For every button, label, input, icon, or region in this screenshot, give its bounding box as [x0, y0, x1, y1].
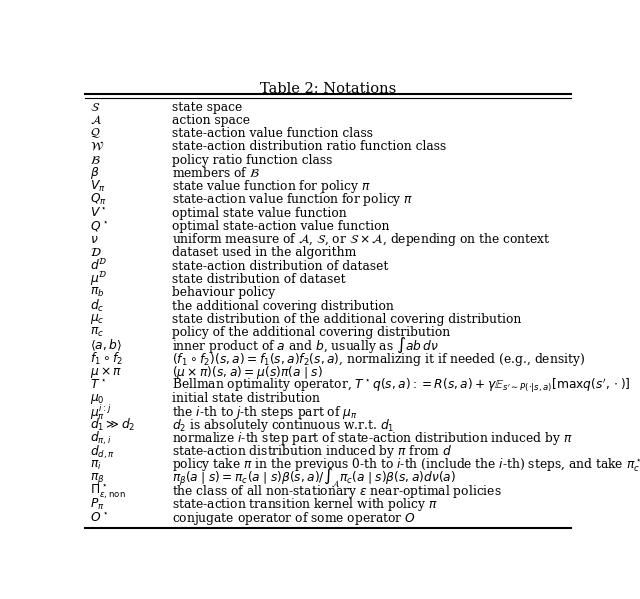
Text: $\mu_0$: $\mu_0$ — [90, 392, 104, 406]
Text: $\beta$: $\beta$ — [90, 165, 99, 181]
Text: $V^\star$: $V^\star$ — [90, 206, 107, 220]
Text: $(\mu \times \pi)(s, a) = \mu(s)\pi(a \mid s)$: $(\mu \times \pi)(s, a) = \mu(s)\pi(a \m… — [172, 364, 323, 381]
Text: $d_2$ is absolutely continuous w.r.t. $d_1$: $d_2$ is absolutely continuous w.r.t. $d… — [172, 417, 394, 434]
Text: normalize $i$-th step part of state-action distribution induced by $\pi$: normalize $i$-th step part of state-acti… — [172, 430, 572, 447]
Text: $\mathcal{Q}$: $\mathcal{Q}$ — [90, 127, 100, 140]
Text: $\mathcal{D}$: $\mathcal{D}$ — [90, 246, 102, 259]
Text: members of $\mathcal{B}$: members of $\mathcal{B}$ — [172, 167, 260, 180]
Text: $\nu$: $\nu$ — [90, 233, 99, 246]
Text: $\mathcal{S}$: $\mathcal{S}$ — [90, 101, 100, 114]
Text: behaviour policy: behaviour policy — [172, 286, 275, 300]
Text: optimal state-action value function: optimal state-action value function — [172, 220, 389, 233]
Text: dataset used in the algorithm: dataset used in the algorithm — [172, 246, 356, 259]
Text: optimal state value function: optimal state value function — [172, 207, 346, 220]
Text: policy ratio function class: policy ratio function class — [172, 154, 332, 167]
Text: policy take $\pi$ in the previous 0-th to $i$-th (include the $i$-th) steps, and: policy take $\pi$ in the previous 0-th t… — [172, 456, 640, 474]
Text: $d_1 \gg d_2$: $d_1 \gg d_2$ — [90, 418, 135, 434]
Text: $\pi_i$: $\pi_i$ — [90, 459, 102, 471]
Text: the class of all non-stationary $\varepsilon$ near-optimal policies: the class of all non-stationary $\vareps… — [172, 483, 501, 500]
Text: state distribution of dataset: state distribution of dataset — [172, 273, 346, 286]
Text: $\mathcal{B}$: $\mathcal{B}$ — [90, 154, 100, 167]
Text: policy of the additional covering distribution: policy of the additional covering distri… — [172, 326, 450, 339]
Text: $f_1 \circ f_2$: $f_1 \circ f_2$ — [90, 351, 124, 367]
Text: initial state distribution: initial state distribution — [172, 392, 320, 406]
Text: Bellman optimality operator, $T^\star q(s, a) := R(s, a) + \gamma\mathbb{E}_{s^\: Bellman optimality operator, $T^\star q(… — [172, 376, 630, 395]
Text: $d_c$: $d_c$ — [90, 298, 104, 314]
Text: conjugate operator of some operator $O$: conjugate operator of some operator $O$ — [172, 510, 415, 527]
Text: $Q^\star$: $Q^\star$ — [90, 219, 108, 234]
Text: $(f_1 \circ f_2)(s, a) = f_1(s, a) f_2(s, a)$, normalizing it if needed (e.g., d: $(f_1 \circ f_2)(s, a) = f_1(s, a) f_2(s… — [172, 350, 585, 368]
Text: action space: action space — [172, 114, 250, 127]
Text: $d_{d,\pi}$: $d_{d,\pi}$ — [90, 443, 115, 461]
Text: state-action value function class: state-action value function class — [172, 127, 372, 140]
Text: $O^\star$: $O^\star$ — [90, 512, 108, 525]
Text: the $i$-th to $j$-th steps part of $\mu_\pi$: the $i$-th to $j$-th steps part of $\mu_… — [172, 404, 358, 420]
Text: the additional covering distribution: the additional covering distribution — [172, 300, 394, 313]
Text: state distribution of the additional covering distribution: state distribution of the additional cov… — [172, 313, 521, 326]
Text: $\mu^{\mathcal{D}}$: $\mu^{\mathcal{D}}$ — [90, 270, 107, 289]
Text: $Q_\pi$: $Q_\pi$ — [90, 192, 107, 207]
Text: $\langle a, b \rangle$: $\langle a, b \rangle$ — [90, 338, 122, 353]
Text: state-action distribution of dataset: state-action distribution of dataset — [172, 260, 388, 273]
Text: $d^{\mathcal{D}}$: $d^{\mathcal{D}}$ — [90, 259, 108, 274]
Text: $\pi_\beta(a \mid s) = \pi_c(a \mid s)\beta(s, a) / \int_{\mathcal{A}} \pi_c(a \: $\pi_\beta(a \mid s) = \pi_c(a \mid s)\b… — [172, 467, 456, 490]
Text: $\pi_\beta$: $\pi_\beta$ — [90, 471, 104, 486]
Text: state-action value function for policy $\pi$: state-action value function for policy $… — [172, 192, 413, 208]
Text: state space: state space — [172, 101, 242, 114]
Text: $\mu_c$: $\mu_c$ — [90, 312, 104, 326]
Text: $\pi_b$: $\pi_b$ — [90, 286, 104, 300]
Text: inner product of $a$ and $b$, usually as $\int ab\, d\nu$: inner product of $a$ and $b$, usually as… — [172, 336, 439, 355]
Text: state-action transition kernel with policy $\pi$: state-action transition kernel with poli… — [172, 497, 438, 513]
Text: $P_\pi$: $P_\pi$ — [90, 497, 104, 513]
Text: $\mathcal{W}$: $\mathcal{W}$ — [90, 140, 104, 153]
Text: $\pi_c$: $\pi_c$ — [90, 326, 104, 339]
Text: state-action distribution ratio function class: state-action distribution ratio function… — [172, 140, 446, 153]
Text: Table 2: Notations: Table 2: Notations — [260, 82, 396, 96]
Text: $\Pi^\star_{\varepsilon,\mathrm{non}}$: $\Pi^\star_{\varepsilon,\mathrm{non}}$ — [90, 482, 125, 501]
Text: $\mathcal{A}$: $\mathcal{A}$ — [90, 114, 102, 127]
Text: uniform measure of $\mathcal{A}$, $\mathcal{S}$, or $\mathcal{S} \times \mathcal: uniform measure of $\mathcal{A}$, $\math… — [172, 231, 550, 248]
Text: $V_\pi$: $V_\pi$ — [90, 179, 106, 194]
Text: state-action distribution induced by $\pi$ from $d$: state-action distribution induced by $\p… — [172, 443, 452, 461]
Text: $\mu_\pi^{i:j}$: $\mu_\pi^{i:j}$ — [90, 403, 111, 422]
Text: $\mu \times \pi$: $\mu \times \pi$ — [90, 365, 122, 380]
Text: $T^\star$: $T^\star$ — [90, 379, 106, 392]
Text: $d_{\pi,i}$: $d_{\pi,i}$ — [90, 430, 111, 447]
Text: state value function for policy $\pi$: state value function for policy $\pi$ — [172, 178, 371, 195]
